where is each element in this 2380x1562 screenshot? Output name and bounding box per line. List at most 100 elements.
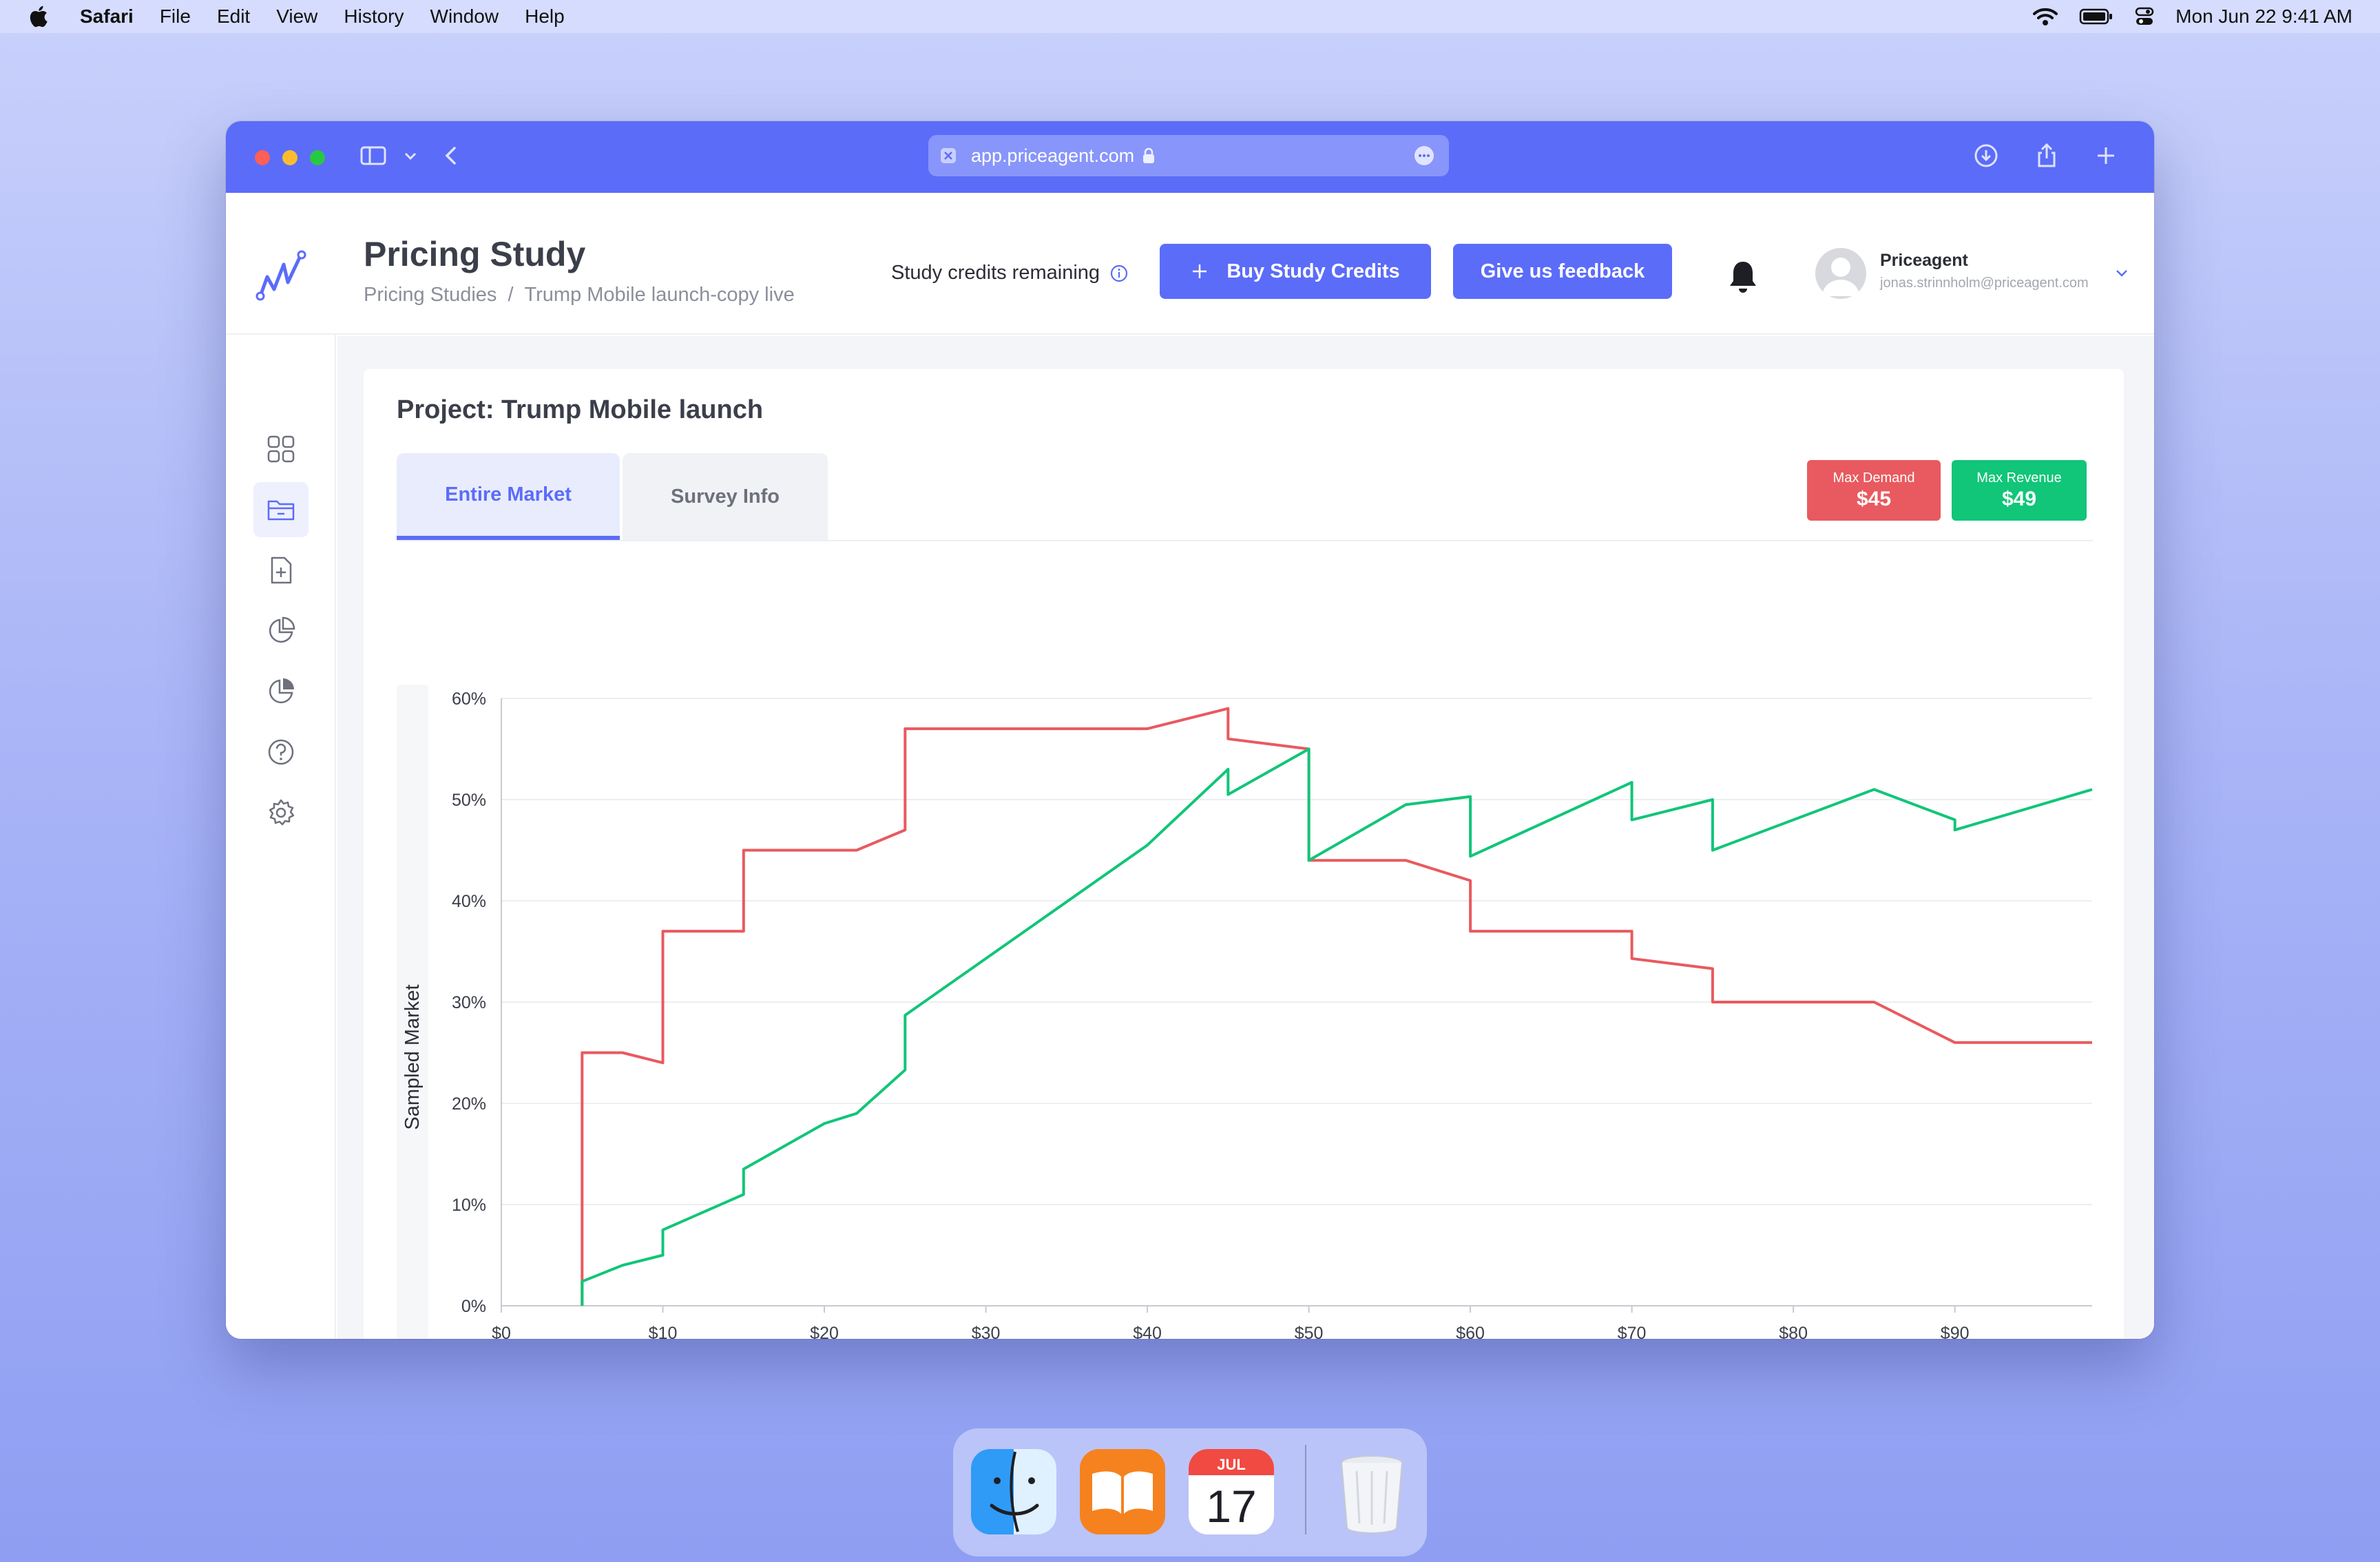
address-bar[interactable]: app.priceagent.com (928, 135, 1449, 176)
menu-window[interactable]: Window (430, 6, 499, 27)
y-tick-label: 60% (452, 689, 486, 709)
dashboard-icon (267, 435, 295, 463)
app-header: Pricing Study Pricing Studies / Trump Mo… (226, 193, 2154, 335)
menu-help[interactable]: Help (525, 6, 565, 27)
control-center-icon[interactable] (2134, 6, 2155, 27)
svg-text:JUL: JUL (1217, 1456, 1246, 1473)
address-url[interactable]: app.priceagent.com (971, 145, 1135, 166)
tab-survey-info[interactable]: Survey Info (623, 453, 828, 540)
tabs-divider (397, 540, 2094, 541)
browser-toolbar: app.priceagent.com (226, 121, 2154, 193)
finder-icon[interactable] (970, 1448, 1058, 1536)
close-window-button[interactable] (255, 150, 270, 165)
y-tick-label: 20% (452, 1094, 486, 1114)
project-card: Project: Trump Mobile launch Entire Mark… (364, 369, 2124, 1339)
page-title: Pricing Study (364, 235, 586, 273)
y-tick-label: 0% (461, 1297, 486, 1316)
y-tick-label: 30% (452, 993, 486, 1012)
breadcrumb-separator: / (508, 284, 514, 306)
info-icon[interactable] (1109, 264, 1129, 283)
user-name[interactable]: Priceagent (1880, 251, 1968, 270)
books-icon[interactable] (1078, 1448, 1167, 1536)
max-revenue-badge: Max Revenue $49 (1952, 460, 2087, 521)
breadcrumb-current: Trump Mobile launch-copy live (524, 284, 795, 306)
folder-icon (267, 500, 295, 521)
download-icon[interactable] (1972, 142, 2000, 169)
x-tick-label: $80 (1779, 1324, 1808, 1339)
x-tick-label: $70 (1618, 1324, 1647, 1339)
chevron-down-icon[interactable] (2113, 264, 2131, 282)
more-options-icon[interactable] (1413, 145, 1435, 167)
y-tick-label: 40% (452, 892, 486, 911)
buy-study-credits-button[interactable]: Buy Study Credits (1160, 244, 1431, 299)
sidebar-item-new-study[interactable] (253, 543, 309, 598)
sidebar-item-help[interactable] (253, 725, 309, 780)
menu-edit[interactable]: Edit (216, 6, 251, 27)
demand-series-line (581, 707, 2092, 1306)
breadcrumb-pricing-studies[interactable]: Pricing Studies (364, 284, 497, 306)
settings-icon (269, 799, 295, 826)
trash-icon[interactable] (1328, 1448, 1416, 1536)
x-tick-label: $50 (1295, 1324, 1324, 1339)
x-tick-label: $60 (1456, 1324, 1485, 1339)
site-favicon-icon (941, 148, 956, 163)
revenue-series-line (581, 747, 2093, 1306)
avatar[interactable] (1815, 248, 1866, 299)
y-tick-label: 50% (452, 791, 486, 810)
help-icon (268, 739, 294, 765)
tab-entire-market[interactable]: Entire Market (397, 453, 620, 540)
sidebar-toggle-icon[interactable] (359, 142, 387, 169)
calendar-icon[interactable]: JUL 17 (1187, 1448, 1275, 1536)
sidebar-item-studies[interactable] (253, 482, 309, 537)
share-icon[interactable] (2033, 142, 2060, 169)
y-tick-label: 10% (452, 1196, 486, 1215)
x-tick-label: $30 (972, 1324, 1001, 1339)
x-tick-label: $10 (649, 1324, 678, 1339)
project-title: Project: Trump Mobile launch (397, 395, 764, 424)
battery-icon[interactable] (2079, 8, 2113, 25)
sidebar (226, 335, 336, 1339)
new-tab-icon[interactable] (2092, 142, 2120, 169)
tab-survey-info-label: Survey Info (671, 485, 780, 508)
x-tick-label: $20 (810, 1324, 839, 1339)
plus-icon (1193, 264, 1207, 278)
menu-bar: Safari File Edit View History Window Hel… (0, 0, 2380, 33)
sidebar-item-dashboard[interactable] (253, 421, 309, 477)
user-email: jonas.strinnholm@priceagent.com (1880, 275, 2089, 291)
add-file-icon (271, 556, 292, 584)
give-feedback-label: Give us feedback (1480, 260, 1645, 282)
menu-datetime[interactable]: Mon Jun 22 9:41 AM (2175, 6, 2352, 27)
max-demand-label: Max Demand (1833, 470, 1915, 486)
sidebar-item-settings[interactable] (253, 785, 309, 840)
bell-icon[interactable] (1727, 259, 1759, 295)
priceagent-logo-icon[interactable] (252, 244, 314, 306)
apple-icon[interactable] (28, 4, 52, 29)
menu-file[interactable]: File (159, 6, 191, 27)
sidebar-item-reports[interactable] (253, 664, 309, 719)
tab-entire-market-label: Entire Market (445, 483, 572, 506)
wifi-icon[interactable] (2032, 6, 2058, 27)
browser-window: app.priceagent.com Pricing Study Pricing… (226, 121, 2154, 1339)
give-feedback-button[interactable]: Give us feedback (1453, 244, 1672, 299)
menu-app-name[interactable]: Safari (80, 6, 134, 27)
menu-view[interactable]: View (276, 6, 318, 27)
y-axis-strip (397, 685, 428, 1339)
menu-history[interactable]: History (344, 6, 404, 27)
lock-icon (1143, 147, 1155, 163)
chevron-down-icon[interactable] (402, 142, 419, 169)
max-revenue-value: $49 (2001, 488, 2037, 510)
pie-chart-icon (269, 616, 295, 643)
sidebar-item-analytics[interactable] (253, 603, 309, 658)
back-icon[interactable] (441, 142, 461, 169)
price-chart: 0% 10% 20% 30% 40% 50% 60% $0 $10 $20 $30 $40 $50 $60… (401, 689, 2093, 1339)
study-credits-label: Study credits remaining (891, 262, 1129, 284)
max-demand-badge: Max Demand $45 (1807, 460, 1941, 521)
dock-divider (1305, 1445, 1306, 1534)
study-credits-text: Study credits remaining (891, 262, 1100, 284)
pie-chart-alt-icon (269, 678, 294, 704)
zoom-window-button[interactable] (310, 150, 325, 165)
svg-text:17: 17 (1206, 1481, 1256, 1532)
minimize-window-button[interactable] (282, 150, 298, 165)
max-revenue-label: Max Revenue (1976, 470, 2062, 486)
user-silhouette-icon (1822, 258, 1859, 296)
